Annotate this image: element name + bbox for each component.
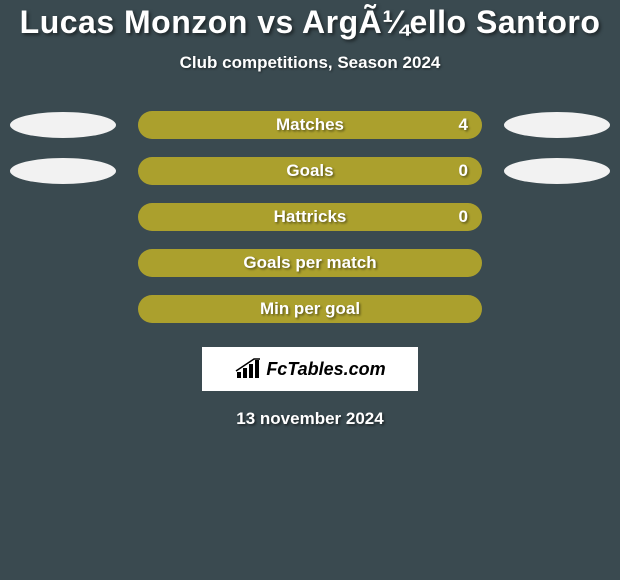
- left-ellipse-goals: [10, 158, 116, 184]
- stat-bar-gpm: Goals per match: [138, 249, 482, 277]
- stat-value: 0: [459, 207, 468, 227]
- right-ellipse-matches: [504, 112, 610, 138]
- logo: FcTables.com: [234, 358, 385, 380]
- logo-box: FcTables.com: [202, 347, 418, 391]
- stat-label: Goals per match: [243, 253, 376, 273]
- stat-bar-matches: Matches 4: [138, 111, 482, 139]
- stat-row-goals: Goals 0: [0, 157, 620, 185]
- stat-value: 4: [459, 115, 468, 135]
- stat-bar-mpg: Min per goal: [138, 295, 482, 323]
- date-label: 13 november 2024: [0, 409, 620, 429]
- stat-row-gpm: Goals per match: [0, 249, 620, 277]
- page-title: Lucas Monzon vs ArgÃ¼ello Santoro: [0, 4, 620, 41]
- stat-label: Goals: [286, 161, 333, 181]
- stat-label: Matches: [276, 115, 344, 135]
- stat-label: Hattricks: [274, 207, 347, 227]
- subtitle: Club competitions, Season 2024: [0, 53, 620, 73]
- stat-bar-goals: Goals 0: [138, 157, 482, 185]
- logo-text: FcTables.com: [266, 359, 385, 380]
- comparison-card: Lucas Monzon vs ArgÃ¼ello Santoro Club c…: [0, 0, 620, 429]
- stat-row-hattricks: Hattricks 0: [0, 203, 620, 231]
- stat-label: Min per goal: [260, 299, 360, 319]
- stat-bar-hattricks: Hattricks 0: [138, 203, 482, 231]
- chart-icon: [234, 358, 262, 380]
- left-ellipse-matches: [10, 112, 116, 138]
- right-ellipse-goals: [504, 158, 610, 184]
- stat-row-matches: Matches 4: [0, 111, 620, 139]
- stat-value: 0: [459, 161, 468, 181]
- stat-row-mpg: Min per goal: [0, 295, 620, 323]
